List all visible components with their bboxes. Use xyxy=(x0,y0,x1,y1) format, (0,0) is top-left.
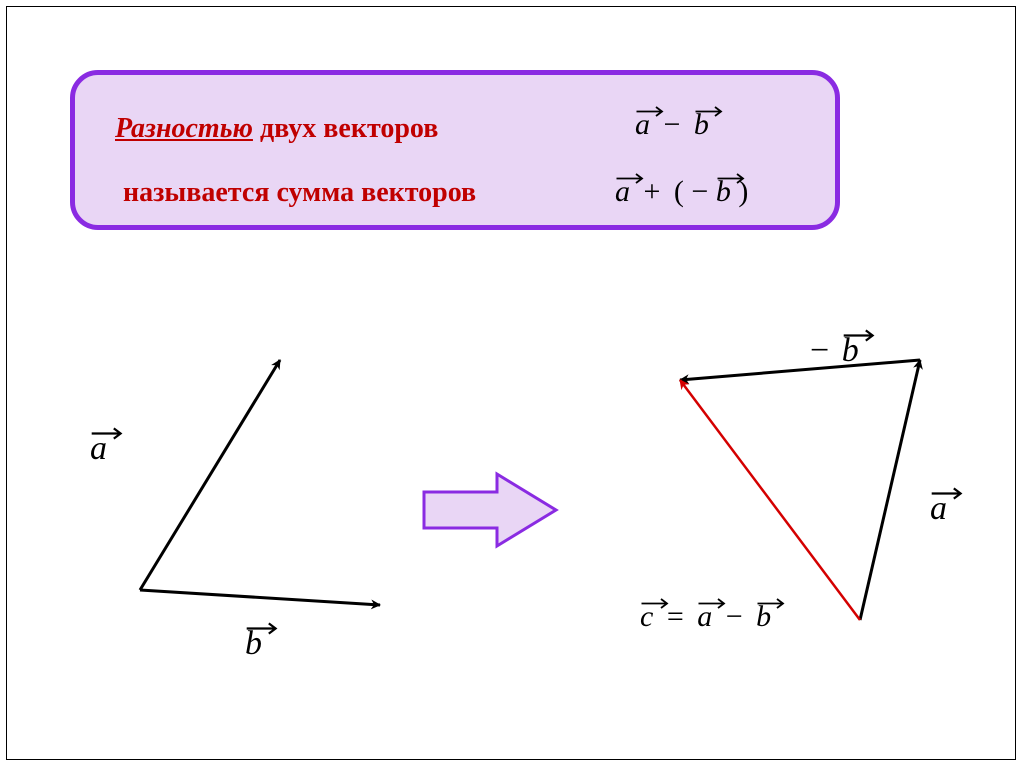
left-vector-a xyxy=(140,360,280,590)
definition-line-1: Разностью двух векторов xyxy=(115,113,438,145)
right-vector-neg-b xyxy=(680,360,920,380)
definition-box: Разностью двух векторов называется сумма… xyxy=(70,70,840,230)
vector-a-symbol: a xyxy=(615,175,630,209)
vector-b-symbol: b xyxy=(716,175,731,209)
plus-sign: + xyxy=(638,175,667,208)
open-paren: ( xyxy=(674,175,684,208)
formula-a-plus-neg-b: a + ( − b ) xyxy=(615,175,748,209)
label-neg-b: − b xyxy=(810,332,859,370)
definition-line-2: называется сумма векторов xyxy=(123,177,476,209)
formula-a-minus-b: a − b xyxy=(635,108,709,142)
right-vector-c xyxy=(680,380,860,620)
minus-sign: − xyxy=(658,108,687,141)
left-vector-b xyxy=(140,590,380,605)
label-vector-a-right: a xyxy=(930,490,947,528)
definition-underlined-word: Разностью xyxy=(115,113,253,144)
close-paren: ) xyxy=(738,175,748,208)
right-vector-a xyxy=(860,360,920,620)
implication-arrow-icon xyxy=(420,470,560,550)
formula-c-equals-a-minus-b: c = a − b xyxy=(640,600,771,634)
label-vector-a-left: a xyxy=(90,430,107,468)
vector-a-symbol: a xyxy=(635,108,650,142)
neg-sign: − xyxy=(691,175,708,208)
definition-line-1-rest: двух векторов xyxy=(253,113,438,144)
vector-b-symbol: b xyxy=(694,108,709,142)
label-vector-b-left: b xyxy=(245,625,262,663)
left-vectors-diagram xyxy=(70,330,410,650)
